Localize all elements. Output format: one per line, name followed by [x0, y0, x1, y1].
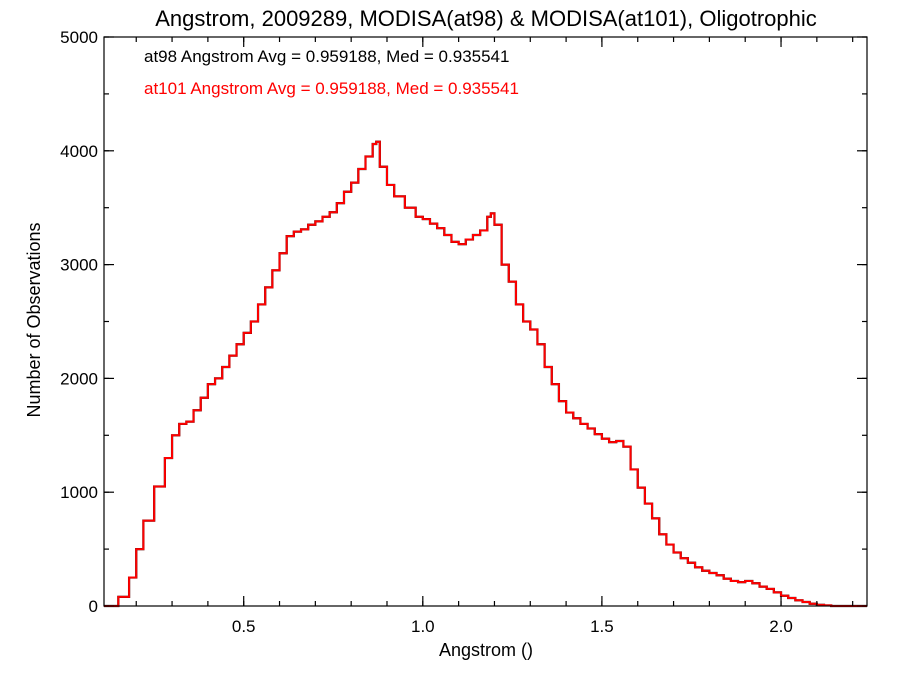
y-tick-label: 0: [89, 597, 98, 616]
y-tick-label: 4000: [60, 142, 98, 161]
y-tick-label: 5000: [60, 28, 98, 47]
x-tick-label: 1.0: [411, 617, 435, 636]
y-axis-label: Number of Observations: [24, 222, 44, 417]
y-tick-label: 3000: [60, 256, 98, 275]
legend-entry-at101: at101 Angstrom Avg = 0.959188, Med = 0.9…: [144, 79, 519, 98]
x-tick-label: 0.5: [232, 617, 256, 636]
x-tick-label: 1.5: [590, 617, 614, 636]
series-line-1: [104, 140, 867, 607]
plot-frame: [103, 36, 868, 607]
y-tick-label: 1000: [60, 483, 98, 502]
x-tick-label: 2.0: [769, 617, 793, 636]
tick-layer: 0.5 1.0 1.5 2.0 0 1000 2000 3000 4000 5000: [60, 28, 867, 636]
series-line-0: [104, 140, 867, 608]
x-axis-label: Angstrom (): [439, 640, 533, 660]
chart-title: Angstrom, 2009289, MODISA(at98) & MODISA…: [155, 6, 817, 31]
series-layer: [104, 140, 867, 608]
legend-entry-at98: at98 Angstrom Avg = 0.959188, Med = 0.93…: [144, 47, 509, 66]
y-tick-label: 2000: [60, 369, 98, 388]
